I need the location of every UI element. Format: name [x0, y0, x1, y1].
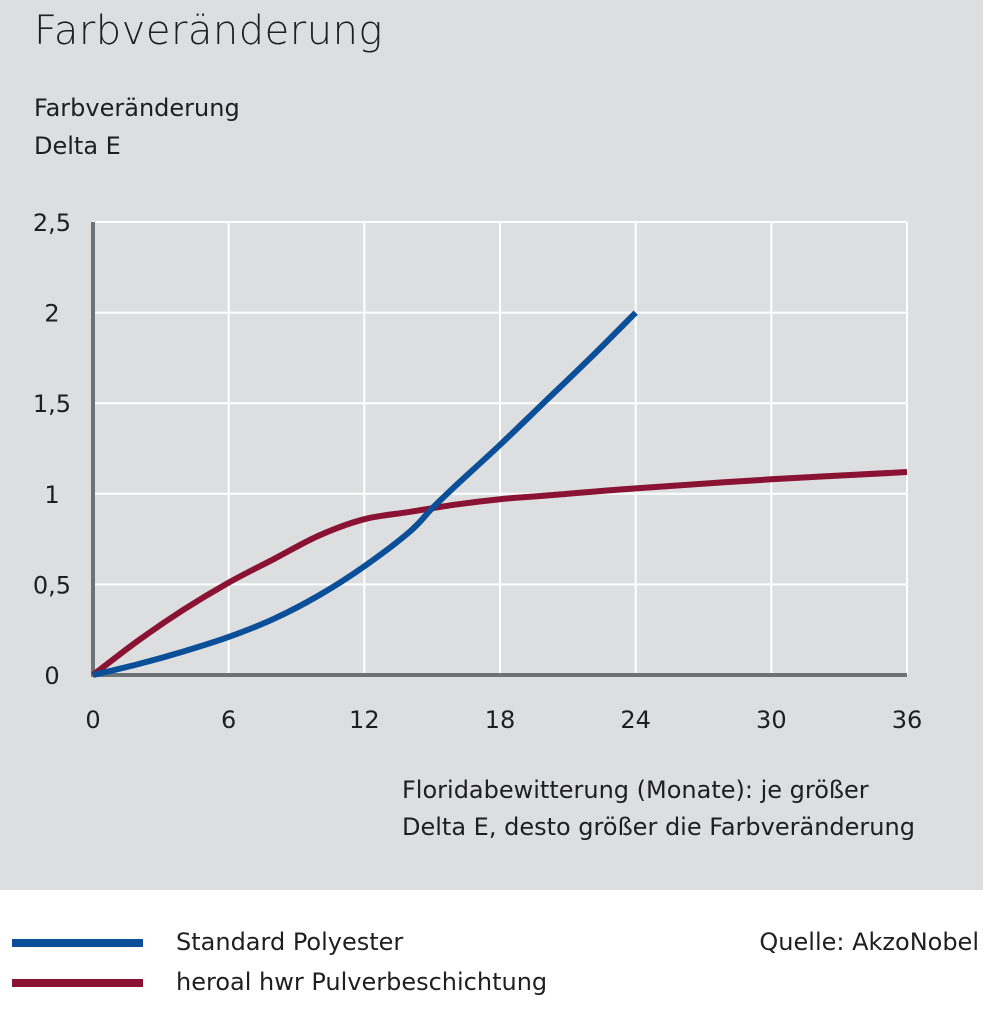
x-tick-label: 30 [756, 706, 787, 734]
legend-item-heroal-hwr: heroal hwr Pulverbeschichtung [12, 968, 612, 998]
legend-item-standard-polyester: Standard Polyester [12, 928, 612, 958]
x-tick-label: 0 [85, 706, 100, 734]
x-axis-label-line-2: Delta E, desto größer die Farbveränderun… [402, 813, 915, 841]
y-axis-label-line-2: Delta E [34, 132, 121, 160]
legend-label-standard-polyester: Standard Polyester [176, 928, 404, 956]
legend-swatch-heroal-hwr [12, 979, 143, 987]
series-line-heroal-hwr [91, 469, 908, 678]
y-tick-label: 0,5 [33, 571, 71, 599]
x-tick-label: 6 [221, 706, 236, 734]
x-axis-label: Floridabewitterung (Monate): je größer D… [402, 772, 915, 846]
chart-panel [0, 0, 983, 890]
x-tick-label: 18 [485, 706, 516, 734]
y-tick-label: 2 [44, 300, 59, 328]
y-tick-label: 0 [44, 662, 59, 690]
series [91, 310, 908, 678]
legend-label-heroal-hwr: heroal hwr Pulverbeschichtung [176, 968, 548, 996]
axes [91, 222, 907, 677]
source-note: Quelle: AkzoNobel [759, 928, 979, 956]
legend-swatch-standard-polyester [12, 939, 143, 947]
chart-title: Farbveränderung [34, 8, 383, 54]
y-tick-label: 1,5 [33, 390, 71, 418]
x-tick-label: 24 [620, 706, 651, 734]
x-axis-label-line-1: Floridabewitterung (Monate): je größer [402, 776, 869, 804]
y-tick-label: 1 [44, 481, 59, 509]
y-tick-label: 2,5 [33, 209, 71, 237]
line-chart: 0 6 12 18 24 30 36 0 0,5 1 1,5 2 2,5 [33, 209, 922, 734]
x-tick-label: 36 [892, 706, 923, 734]
y-axis-label-line-1: Farbveränderung [34, 94, 240, 122]
x-tick-label: 12 [349, 706, 380, 734]
series-line-standard-polyester [92, 310, 638, 678]
tick-labels: 0 6 12 18 24 30 36 0 0,5 1 1,5 2 2,5 [33, 209, 922, 734]
